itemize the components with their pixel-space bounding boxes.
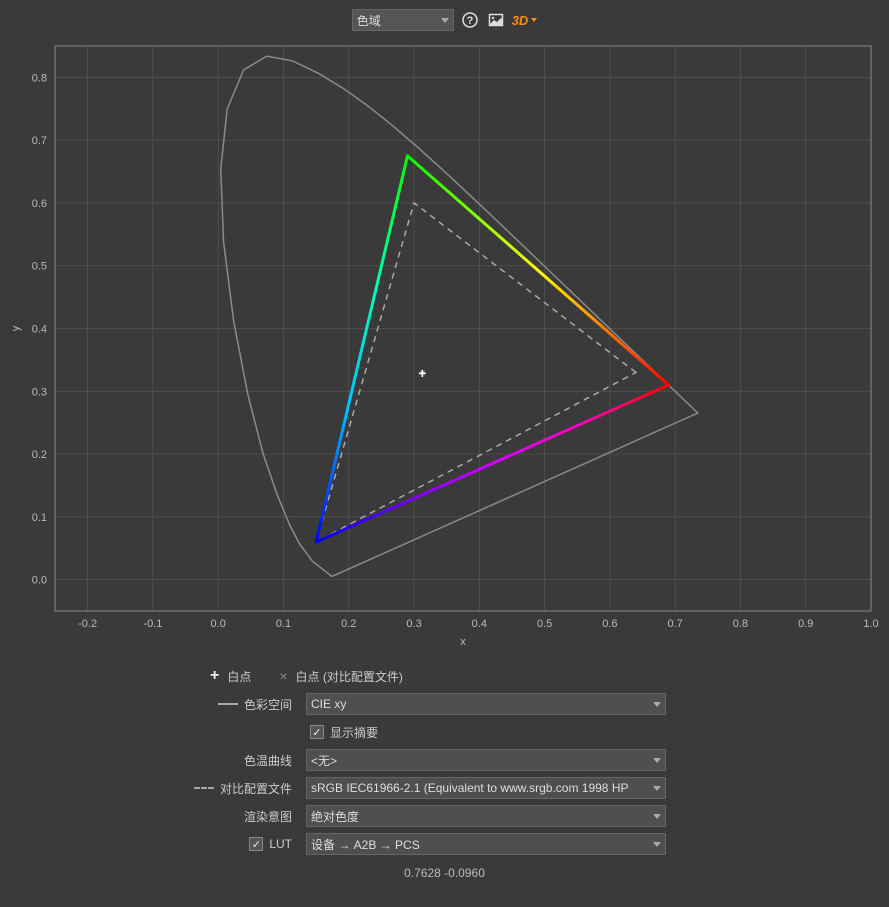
plus-icon: +	[210, 667, 219, 685]
temp-curve-select[interactable]: <无>	[306, 749, 666, 771]
svg-text:x: x	[460, 636, 466, 648]
render-intent-label: 渲染意图	[244, 808, 292, 825]
view-select[interactable]: 色域	[352, 9, 454, 31]
status-bar: 0.7628 -0.0960	[0, 858, 889, 880]
3d-icon[interactable]: 3D	[512, 10, 538, 30]
toolbar: 色域 ? 3D	[0, 0, 889, 36]
controls-panel: + 白点 × 白点 (对比配置文件) 色彩空间 CIE xy 显示摘要 色温曲线	[0, 662, 889, 880]
chevron-down-icon	[653, 842, 661, 847]
help-icon[interactable]: ?	[460, 10, 480, 30]
svg-text:-0.2: -0.2	[78, 618, 97, 630]
svg-text:0.0: 0.0	[32, 575, 47, 587]
legend-row: + 白点 × 白点 (对比配置文件)	[0, 662, 889, 690]
svg-text:0.6: 0.6	[602, 618, 617, 630]
chart-area[interactable]: -0.2 -0.1 0.0 0.1 0.2 0.3 0.4 0.5 0.6 0.7 0.8 0.9 1.…	[0, 36, 889, 656]
x-icon: ×	[279, 668, 287, 684]
chevron-down-icon	[653, 702, 661, 707]
lut-select[interactable]: 设备 → A2B → PCS	[306, 833, 666, 855]
3d-label: 3D	[512, 13, 529, 28]
svg-text:0.5: 0.5	[537, 618, 552, 630]
svg-text:+: +	[418, 365, 426, 381]
svg-text:0.3: 0.3	[406, 618, 421, 630]
svg-text:0.9: 0.9	[798, 618, 813, 630]
white-point-label: 白点	[227, 668, 251, 685]
lut-label: LUT	[269, 837, 292, 851]
lut-value: 设备 → A2B → PCS	[311, 836, 420, 853]
gamut-chart: -0.2 -0.1 0.0 0.1 0.2 0.3 0.4 0.5 0.6 0.7 0.8 0.9 1.…	[0, 36, 889, 656]
solid-line-icon	[218, 703, 238, 705]
svg-text:0.2: 0.2	[341, 618, 356, 630]
chevron-down-icon	[653, 786, 661, 791]
svg-text:0.5: 0.5	[32, 261, 47, 273]
svg-text:0.8: 0.8	[733, 618, 748, 630]
compare-profile-label: 对比配置文件	[220, 780, 292, 797]
colorspace-select[interactable]: CIE xy	[306, 693, 666, 715]
svg-text:0.1: 0.1	[276, 618, 291, 630]
image-icon[interactable]	[486, 10, 506, 30]
svg-text:0.8: 0.8	[32, 72, 47, 84]
temp-curve-label: 色温曲线	[244, 752, 292, 769]
compare-profile-select[interactable]: sRGB IEC61966-2.1 (Equivalent to www.srg…	[306, 777, 666, 799]
status-text: 0.7628 -0.0960	[404, 866, 485, 880]
temp-curve-value: <无>	[311, 752, 337, 769]
lut-checkbox[interactable]	[249, 837, 263, 851]
svg-text:0.7: 0.7	[668, 618, 683, 630]
render-intent-value: 绝对色度	[311, 808, 359, 825]
render-intent-select[interactable]: 绝对色度	[306, 805, 666, 827]
svg-text:0.4: 0.4	[32, 324, 47, 336]
chevron-down-icon	[653, 758, 661, 763]
chevron-down-icon	[441, 18, 449, 23]
svg-text:-0.1: -0.1	[143, 618, 162, 630]
svg-text:0.6: 0.6	[32, 198, 47, 210]
dashed-line-icon	[194, 787, 214, 789]
compare-profile-value: sRGB IEC61966-2.1 (Equivalent to www.srg…	[311, 781, 628, 795]
svg-text:0.4: 0.4	[472, 618, 487, 630]
svg-text:y: y	[10, 325, 22, 331]
ref-white-point-label: 白点 (对比配置文件)	[296, 668, 403, 685]
svg-text:0.1: 0.1	[32, 512, 47, 524]
show-summary-checkbox[interactable]	[310, 725, 324, 739]
chevron-down-icon	[531, 18, 537, 22]
colorspace-value: CIE xy	[311, 697, 346, 711]
colorspace-label: 色彩空间	[244, 696, 292, 713]
chevron-down-icon	[653, 814, 661, 819]
show-summary-label: 显示摘要	[330, 724, 378, 741]
svg-text:0.7: 0.7	[32, 135, 47, 147]
svg-text:0.2: 0.2	[32, 449, 47, 461]
view-select-value: 色域	[357, 12, 381, 29]
svg-text:?: ?	[466, 15, 473, 27]
svg-text:0.0: 0.0	[211, 618, 226, 630]
svg-text:1.0: 1.0	[863, 618, 878, 630]
svg-text:0.3: 0.3	[32, 386, 47, 398]
